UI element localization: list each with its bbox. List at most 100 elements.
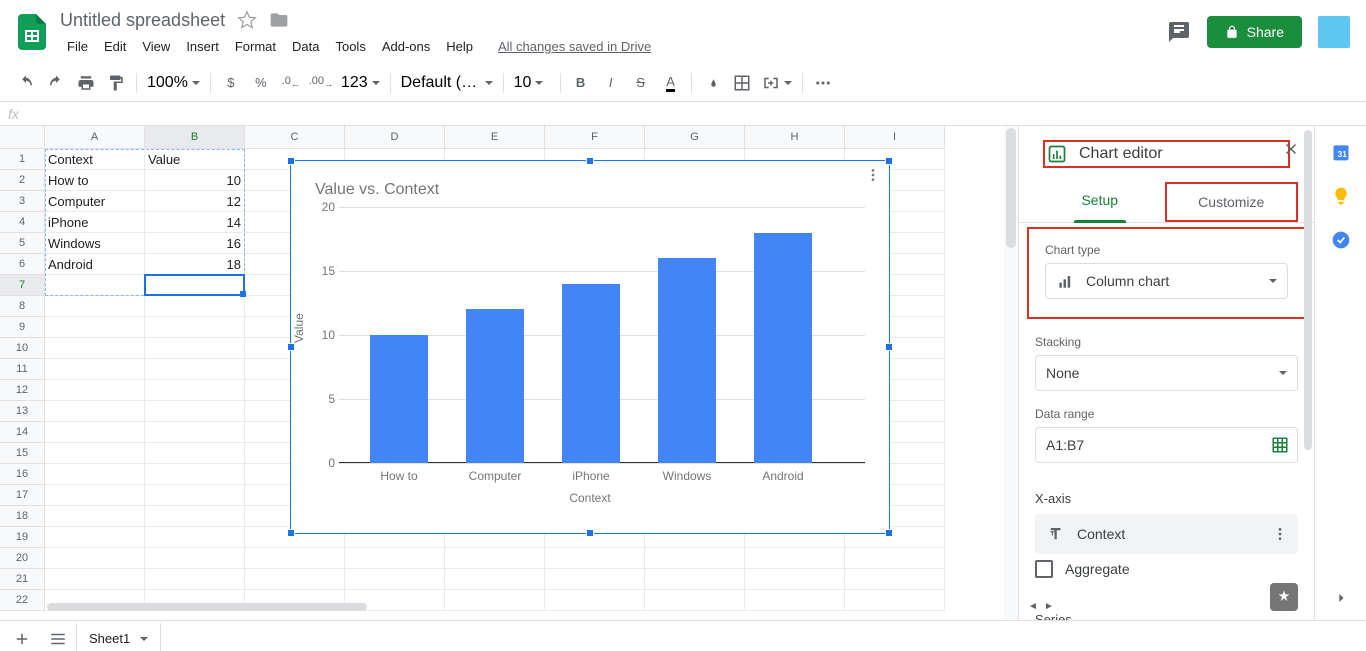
cell[interactable] [45,275,145,296]
cell[interactable] [45,296,145,317]
cell[interactable] [145,380,245,401]
column-header[interactable]: E [445,126,545,149]
row-header[interactable]: 22 [0,590,45,611]
row-header[interactable]: 11 [0,359,45,380]
scroll-left-icon[interactable]: ◄ [1026,599,1040,613]
more-vert-icon[interactable] [1272,526,1288,542]
column-header[interactable]: A [45,126,145,149]
cell[interactable]: Android [45,254,145,275]
all-sheets-button[interactable] [40,623,76,651]
star-icon[interactable] [237,10,257,30]
row-header[interactable]: 5 [0,233,45,254]
cell[interactable] [545,548,645,569]
cell[interactable] [245,569,345,590]
cell[interactable] [145,359,245,380]
cell[interactable] [145,527,245,548]
document-title[interactable]: Untitled spreadsheet [60,10,225,31]
merge-button[interactable] [758,72,796,94]
sheet-tab[interactable]: Sheet1 [76,623,161,651]
row-header[interactable]: 16 [0,464,45,485]
menu-addons[interactable]: Add-ons [375,35,437,58]
x-axis-field[interactable]: Context [1035,514,1298,554]
cell[interactable] [345,548,445,569]
calendar-icon[interactable]: 31 [1331,142,1351,162]
save-status[interactable]: All changes saved in Drive [498,39,651,54]
menu-format[interactable]: Format [228,35,283,58]
move-folder-icon[interactable] [269,10,289,30]
tab-customize[interactable]: Customize [1165,182,1299,222]
undo-button[interactable] [12,69,40,97]
cell[interactable]: Windows [45,233,145,254]
column-header[interactable]: I [845,126,945,149]
row-header[interactable]: 12 [0,380,45,401]
row-header[interactable]: 7 [0,275,45,296]
cell[interactable] [45,401,145,422]
text-color-button[interactable]: A [657,69,685,97]
cell[interactable] [145,569,245,590]
menu-edit[interactable]: Edit [97,35,133,58]
cell[interactable] [145,506,245,527]
cell[interactable] [45,506,145,527]
horizontal-scrollbar[interactable] [45,601,1326,613]
cell[interactable] [45,422,145,443]
row-header[interactable]: 19 [0,527,45,548]
redo-button[interactable] [42,69,70,97]
number-format-select[interactable]: 123 [337,72,384,94]
row-header[interactable]: 6 [0,254,45,275]
cell[interactable] [545,569,645,590]
chart-handle-ne[interactable] [885,157,893,165]
cell[interactable] [45,569,145,590]
cell[interactable] [45,443,145,464]
comments-icon[interactable] [1167,20,1191,44]
column-header[interactable]: B [145,126,245,149]
dec-decimal-button[interactable]: .0← [277,69,305,97]
cell[interactable] [45,485,145,506]
avatar[interactable] [1318,16,1350,48]
menu-tools[interactable]: Tools [328,35,372,58]
column-header[interactable]: D [345,126,445,149]
chart-object[interactable]: Value vs. Context Value 05101520How toCo… [290,160,890,534]
more-button[interactable] [809,69,837,97]
menu-file[interactable]: File [60,35,95,58]
cell[interactable] [45,338,145,359]
cell[interactable]: Value [145,149,245,170]
cell[interactable] [145,464,245,485]
row-header[interactable]: 21 [0,569,45,590]
font-select[interactable]: Default (Ari... [397,72,497,94]
row-header[interactable]: 15 [0,443,45,464]
inc-decimal-button[interactable]: .00→ [307,69,335,97]
cell[interactable] [45,548,145,569]
close-editor-button[interactable] [1282,140,1300,163]
cell[interactable]: Context [45,149,145,170]
cell[interactable] [645,569,745,590]
cell[interactable]: iPhone [45,212,145,233]
vertical-scrollbar[interactable] [1004,126,1018,620]
cell[interactable] [845,569,945,590]
chart-handle-s[interactable] [586,529,594,537]
cell[interactable] [745,569,845,590]
tab-setup[interactable]: Setup [1035,182,1165,222]
cell[interactable] [145,275,245,296]
fill-color-button[interactable] [698,69,726,97]
borders-button[interactable] [728,69,756,97]
cell[interactable]: 18 [145,254,245,275]
cell[interactable] [145,401,245,422]
cell[interactable] [145,317,245,338]
chart-menu-icon[interactable] [865,167,881,188]
cell[interactable] [645,548,745,569]
keep-icon[interactable] [1331,186,1351,206]
strike-button[interactable]: S [627,69,655,97]
row-header[interactable]: 8 [0,296,45,317]
cell[interactable] [345,569,445,590]
row-header[interactable]: 4 [0,212,45,233]
cell[interactable] [445,569,545,590]
row-header[interactable]: 13 [0,401,45,422]
column-header[interactable]: H [745,126,845,149]
menu-data[interactable]: Data [285,35,326,58]
font-size-select[interactable]: 10 [510,72,554,94]
row-header[interactable]: 18 [0,506,45,527]
row-header[interactable]: 17 [0,485,45,506]
row-header[interactable]: 2 [0,170,45,191]
row-header[interactable]: 9 [0,317,45,338]
aggregate-checkbox-row[interactable]: Aggregate [1035,554,1298,584]
